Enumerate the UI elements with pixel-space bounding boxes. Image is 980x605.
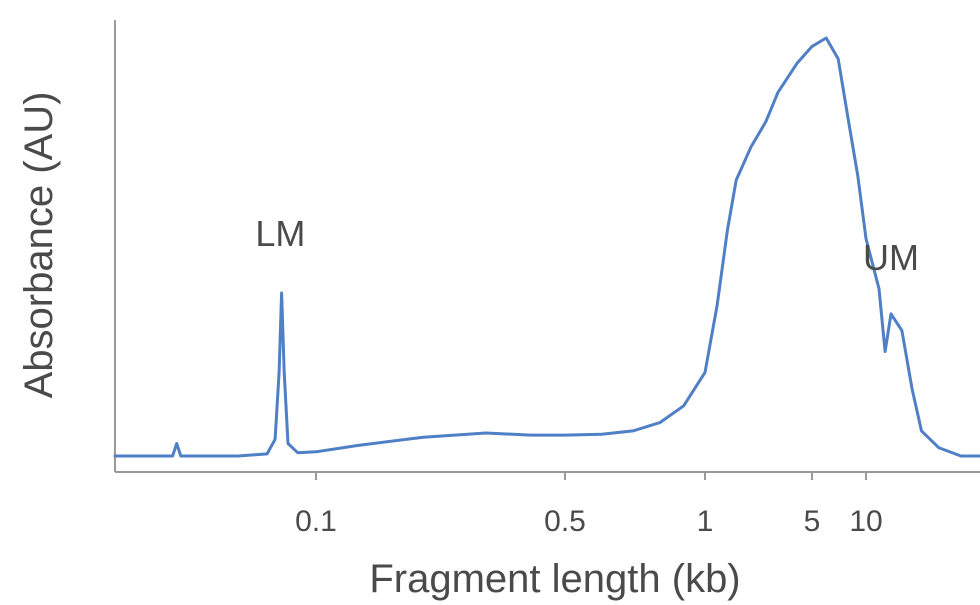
peak-annotation-lm: LM [255, 213, 305, 254]
x-tick-label: 0.5 [544, 505, 586, 538]
x-tick-label: 10 [849, 505, 882, 538]
x-tick-label: 0.1 [295, 505, 337, 538]
x-axis-title: Fragment length (kb) [369, 557, 740, 601]
annotation-group: LM UM [255, 213, 919, 278]
x-tick-label: 1 [697, 505, 714, 538]
y-axis-title: Absorbance (AU) [17, 92, 61, 399]
x-tick-label: 5 [804, 505, 821, 538]
absorbance-trace [113, 36, 980, 458]
x-tick-group: 0.1 0.5 1 5 10 [295, 472, 883, 538]
peak-annotation-um: UM [863, 237, 919, 278]
